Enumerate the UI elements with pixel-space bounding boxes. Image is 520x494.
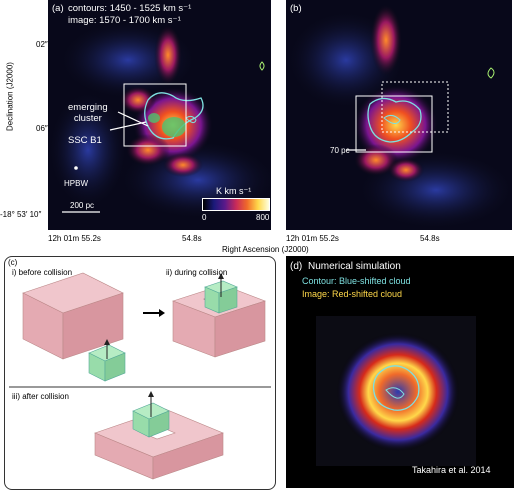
- y-axis-label: Declination (J2000): [5, 62, 15, 131]
- label-hpbw: HPBW: [64, 179, 88, 188]
- panel-a-tag: (a): [52, 3, 64, 14]
- x-axis-label: Right Ascension (J2000): [222, 245, 309, 254]
- cloud-small-after: [132, 391, 170, 438]
- colorbar-max: 800: [256, 213, 270, 222]
- colorbar-min: 0: [202, 213, 207, 222]
- panel-a-map: [48, 0, 271, 230]
- x-tick-a-2: 54.8s: [182, 234, 202, 243]
- x-tick-b-2: 54.8s: [420, 234, 440, 243]
- step-after-collision: iii) after collision: [12, 392, 69, 401]
- step-during-collision: ii) during collision: [166, 268, 228, 277]
- panel-c-tag: (c): [8, 258, 18, 267]
- panel-a-contour-label: contours: 1450 - 1525 km s⁻¹: [68, 3, 192, 14]
- panel-d-title: Numerical simulation: [308, 261, 401, 272]
- cloud-small-during: [204, 273, 238, 314]
- scale-bar-label: 200 pc: [70, 201, 95, 210]
- panel-d-contour-label: Contour: Blue-shifted cloud: [302, 276, 411, 286]
- panel-a-image: [48, 0, 271, 230]
- panel-c-drawing: [9, 272, 271, 480]
- panel-c-cartoon: [4, 256, 276, 490]
- label-70pc: 70 pc: [330, 146, 350, 155]
- panel-d-image-label: Image: Red-shifted cloud: [302, 289, 403, 299]
- panel-b-image: [286, 0, 512, 230]
- y-tick-06: 06″: [36, 124, 48, 133]
- x-tick-b-1: 12h 01m 55.2s: [286, 234, 339, 243]
- step-before-collision: i) before collision: [12, 268, 73, 277]
- panel-b-tag: (b): [290, 3, 302, 14]
- panel-a-image-label: image: 1570 - 1700 km s⁻¹: [68, 15, 181, 26]
- label-ssc-b1: SSC B1: [68, 135, 102, 146]
- cloud-small-before: [88, 339, 126, 382]
- colorbar: [202, 198, 270, 211]
- y-tick-10: -18° 53′ 10″: [0, 210, 42, 219]
- y-tick-02: 02″: [36, 40, 48, 49]
- panel-d-tag: (d): [290, 261, 303, 272]
- panel-b-map: [286, 0, 512, 230]
- label-emerging-cluster: emerging cluster: [68, 102, 108, 124]
- cloud-large-before: [22, 272, 124, 360]
- colorbar-title: K km s⁻¹: [216, 186, 252, 196]
- panel-d-credit: Takahira et al. 2014: [412, 465, 491, 475]
- panel-d-map: [286, 256, 514, 488]
- x-tick-a-1: 12h 01m 55.2s: [48, 234, 101, 243]
- panel-d-simulation: [286, 256, 514, 488]
